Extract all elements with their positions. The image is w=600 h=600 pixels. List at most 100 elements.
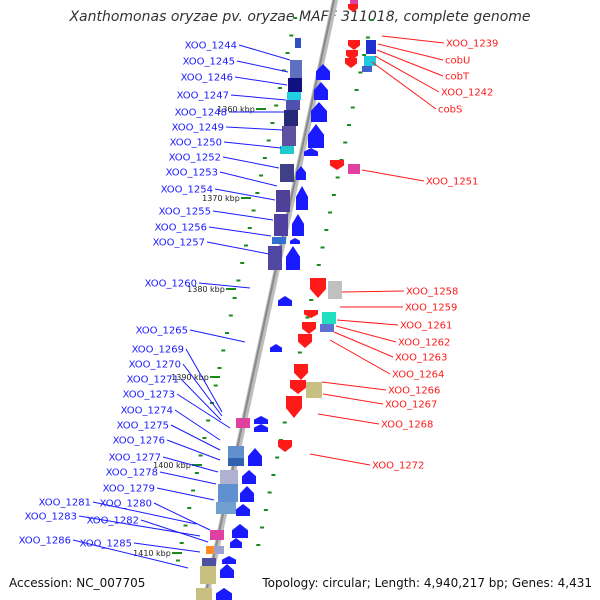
gene-feature-box — [282, 126, 296, 146]
forward-gene-arrow — [311, 102, 327, 122]
reverse-gene-arrow — [348, 4, 358, 12]
forward-gene-arrow — [232, 524, 248, 538]
reverse-gene-arrow — [346, 50, 358, 60]
forward-gene-label: XOO_1278 — [106, 468, 158, 479]
reverse-gene-label: cobU — [445, 56, 470, 67]
gene-feature-box — [206, 546, 214, 554]
gene-feature-box — [288, 78, 302, 92]
gene-feature-box — [320, 324, 334, 332]
gene-feature-box — [348, 164, 360, 174]
gene-leader-line — [309, 453, 371, 466]
forward-gene-label: XOO_1260 — [145, 279, 197, 290]
gene-leader-line — [212, 210, 274, 221]
forward-gene-label: XOO_1269 — [132, 345, 184, 356]
forward-gene-label: XOO_1281 — [39, 498, 91, 509]
gene-feature-box — [280, 146, 294, 154]
forward-gene-label: XOO_1279 — [103, 484, 155, 495]
forward-gene-label: XOO_1273 — [123, 390, 175, 401]
reverse-gene-arrow — [330, 160, 344, 170]
gene-feature-box — [284, 110, 298, 126]
gene-leader-line — [182, 363, 223, 417]
accession-label: Accession: NC_007705 — [9, 576, 146, 590]
gene-feature-box — [322, 312, 336, 324]
gene-leader-line — [222, 156, 280, 169]
forward-gene-arrow — [286, 246, 300, 270]
forward-gene-label: XOO_1255 — [159, 207, 211, 218]
gene-feature-box — [218, 484, 238, 502]
reverse-gene-arrow — [286, 396, 302, 418]
forward-gene-label: XOO_1256 — [155, 223, 207, 234]
forward-gene-label: XOO_1282 — [87, 516, 139, 527]
forward-gene-label: XOO_1249 — [172, 123, 224, 134]
forward-gene-arrow — [292, 214, 304, 236]
reverse-gene-label: XOO_1242 — [441, 88, 493, 99]
forward-gene-arrow — [248, 448, 262, 466]
gene-feature-box — [295, 38, 301, 48]
gene-feature-box — [364, 56, 376, 66]
gene-leader-line — [133, 542, 201, 553]
gene-leader-line — [333, 331, 394, 358]
reverse-gene-arrow — [304, 310, 318, 318]
gene-leader-line — [234, 76, 288, 86]
forward-gene-arrow — [236, 504, 250, 516]
gene-leader-line — [166, 439, 221, 461]
reverse-gene-label: XOO_1258 — [406, 287, 458, 298]
gene-leader-line — [236, 60, 289, 73]
forward-gene-label: XOO_1246 — [181, 73, 233, 84]
gene-feature-box — [287, 92, 301, 100]
gene-leader-line — [170, 424, 221, 451]
gene-feature-box — [290, 60, 302, 78]
gene-leader-line — [219, 171, 278, 187]
forward-gene-label: XOO_1280 — [100, 499, 152, 510]
gene-leader-line — [159, 471, 217, 485]
forward-gene-arrow — [254, 424, 268, 432]
reverse-gene-label: XOO_1261 — [400, 321, 452, 332]
forward-gene-label: XOO_1265 — [136, 326, 188, 337]
forward-gene-label: XOO_1285 — [80, 539, 132, 550]
reverse-gene-arrow — [310, 278, 326, 298]
forward-gene-label: XOO_1270 — [129, 360, 181, 371]
reverse-gene-label: XOO_1262 — [398, 338, 450, 349]
gene-leader-line — [72, 539, 189, 569]
forward-gene-label: XOO_1245 — [183, 57, 235, 68]
forward-gene-arrow — [314, 82, 328, 100]
gene-feature-box — [274, 214, 288, 236]
forward-gene-arrow — [278, 296, 292, 306]
forward-gene-arrow — [254, 416, 268, 424]
forward-gene-label: XOO_1286 — [19, 536, 71, 547]
gene-feature-box — [268, 246, 282, 270]
gene-leader-line — [189, 329, 246, 343]
reverse-gene-arrow — [348, 40, 360, 50]
gene-feature-box — [228, 458, 244, 466]
forward-gene-arrow — [230, 538, 242, 548]
gene-feature-box — [214, 546, 224, 554]
gene-leader-line — [156, 487, 215, 501]
reverse-gene-arrow — [278, 440, 292, 452]
forward-gene-arrow — [220, 564, 234, 578]
gene-leader-line — [176, 393, 231, 429]
reverse-gene-label: XOO_1251 — [426, 177, 478, 188]
forward-gene-label: XOO_1275 — [117, 421, 169, 432]
kbp-tick-label: 1360 kbp — [217, 105, 255, 114]
forward-gene-label: XOO_1277 — [109, 453, 161, 464]
gene-leader-line — [238, 44, 291, 61]
reverse-gene-arrow — [290, 380, 306, 394]
reverse-gene-arrow — [298, 334, 312, 348]
gene-feature-box — [350, 0, 358, 6]
gene-feature-box — [272, 237, 286, 244]
gene-feature-box — [200, 566, 216, 584]
reverse-gene-label: XOO_1264 — [392, 370, 444, 381]
gene-leader-line — [185, 348, 223, 413]
gene-feature-box — [306, 382, 322, 398]
forward-gene-label: XOO_1244 — [185, 41, 237, 52]
gene-leader-line — [180, 378, 222, 421]
gene-leader-line — [376, 49, 444, 77]
gene-feature-box — [280, 164, 294, 182]
gene-leader-line — [198, 282, 251, 289]
gene-feature-box — [276, 190, 290, 212]
forward-gene-label: XOO_1247 — [177, 91, 229, 102]
gene-leader-line — [174, 409, 221, 441]
gene-leader-line — [321, 381, 387, 391]
gene-feature-box — [362, 66, 372, 72]
gene-feature-box — [202, 558, 216, 566]
